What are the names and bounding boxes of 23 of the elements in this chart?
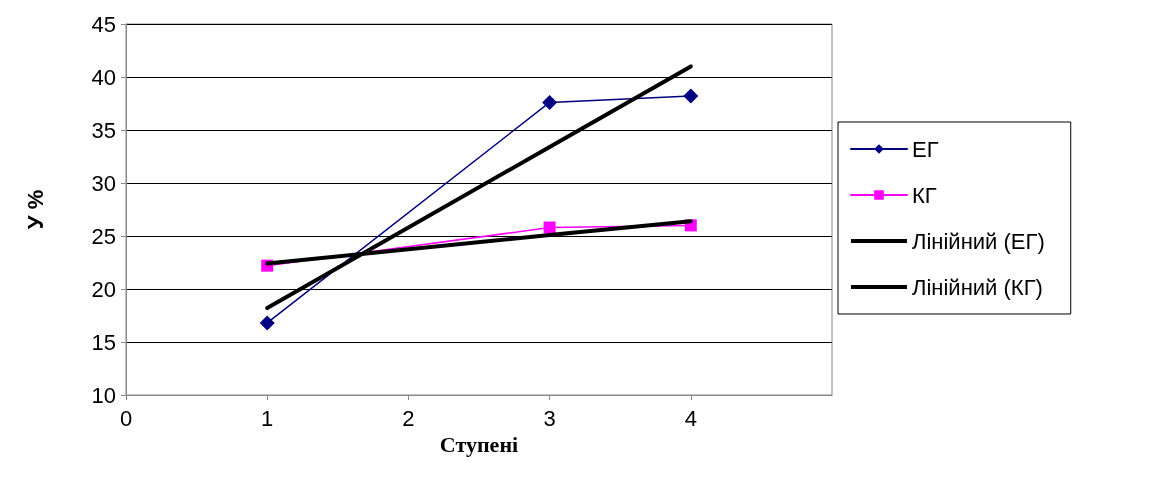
y-tick-label: 20 (91, 276, 116, 302)
y-tick-label: 40 (91, 64, 116, 90)
y-axis-title: У % (22, 189, 48, 230)
x-axis-title: Ступені (439, 432, 519, 458)
point (542, 94, 558, 110)
legend-label: ЕГ (912, 136, 939, 162)
legend-label: Лінійний (КГ) (912, 274, 1043, 300)
y-tick-label: 15 (91, 329, 116, 355)
x-tick-label: 3 (543, 405, 556, 431)
y-tick-label: 10 (91, 382, 116, 408)
point (543, 221, 556, 234)
point (259, 315, 275, 331)
x-tick-label: 4 (684, 405, 697, 431)
legend-label: КГ (912, 182, 937, 208)
x-tick-label: 0 (119, 405, 133, 431)
y-tick-label: 45 (91, 11, 116, 37)
y-tick-label: 25 (91, 223, 116, 249)
legend-label: Лінійний (ЕГ) (912, 228, 1045, 254)
y-tick-label: 30 (91, 170, 116, 196)
x-tick-label: 2 (402, 405, 415, 431)
y-tick-label: 35 (91, 117, 116, 143)
point (683, 88, 699, 104)
x-tick-label: 1 (261, 405, 274, 431)
